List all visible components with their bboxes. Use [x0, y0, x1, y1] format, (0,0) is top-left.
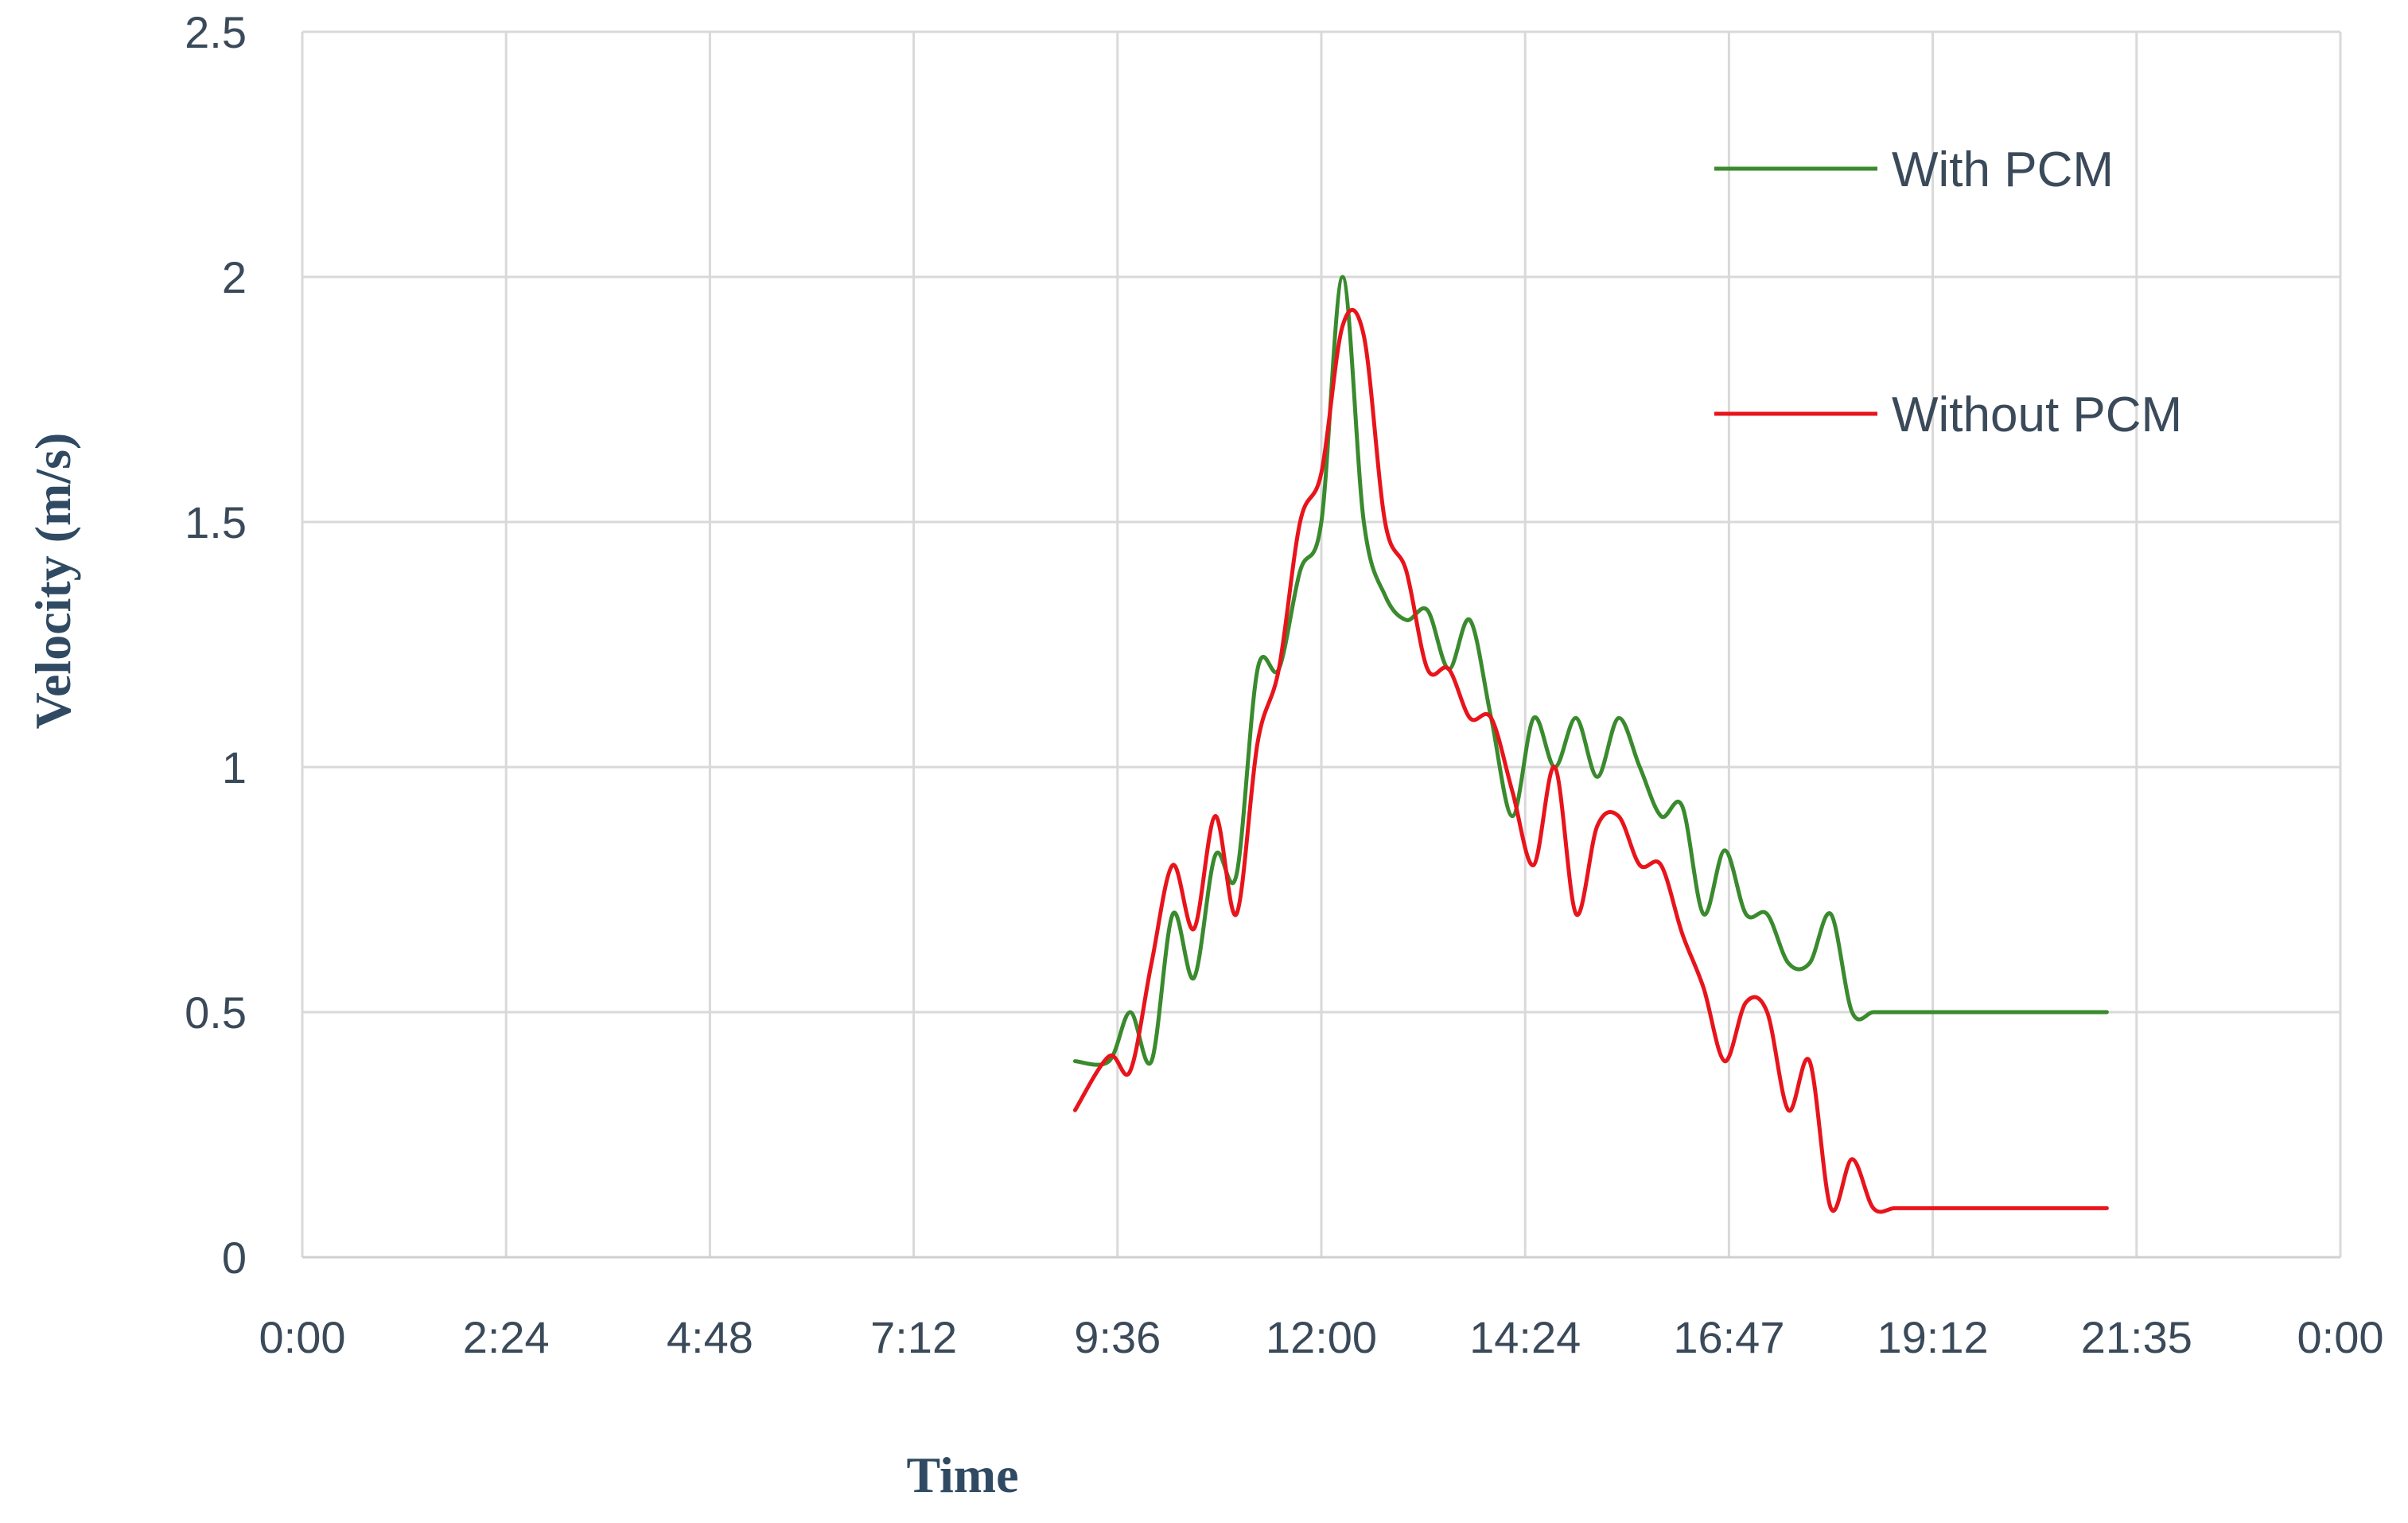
x-tick-label: 4:48	[667, 1312, 753, 1362]
grid	[301, 30, 2342, 1257]
y-axis-title: Velocity (m/s)	[25, 433, 81, 730]
y-tick-label: 1.5	[185, 497, 247, 547]
x-tick-label: 7:12	[870, 1312, 957, 1362]
x-tick-label: 16:47	[1673, 1312, 1784, 1362]
series-line-with-pcm	[1072, 275, 2109, 1067]
series-lines	[1072, 275, 2109, 1214]
x-axis-title: Time	[906, 1447, 1018, 1503]
legend: With PCM Without PCM	[1714, 142, 2182, 442]
series-line-without-pcm	[1072, 307, 2109, 1214]
x-tick-label: 0:00	[259, 1312, 346, 1362]
x-tick-label: 9:36	[1074, 1312, 1161, 1362]
legend-item-without-pcm: Without PCM	[1714, 388, 2182, 442]
y-tick-label: 1	[222, 742, 247, 793]
x-tick-label: 12:00	[1266, 1312, 1377, 1362]
x-tick-label: 2:24	[463, 1312, 550, 1362]
y-tick-label: 0	[222, 1233, 247, 1283]
legend-item-with-pcm: With PCM	[1714, 142, 2114, 197]
x-tick-label: 21:35	[2081, 1312, 2192, 1362]
y-tick-label: 2.5	[185, 7, 247, 57]
tick-labels: 0 0.5 1 1.5 2 2.5 0:00 2:24 4:48 7:12 9:36 12:00 14:…	[185, 7, 2383, 1362]
x-tick-label: 0:00	[2297, 1312, 2384, 1362]
x-tick-label: 14:24	[1469, 1312, 1581, 1362]
y-tick-label: 2	[222, 252, 247, 302]
legend-label-without-pcm: Without PCM	[1892, 388, 2182, 442]
legend-label-with-pcm: With PCM	[1892, 142, 2114, 197]
x-tick-label: 19:12	[1877, 1312, 1989, 1362]
y-tick-label: 0.5	[185, 987, 247, 1038]
